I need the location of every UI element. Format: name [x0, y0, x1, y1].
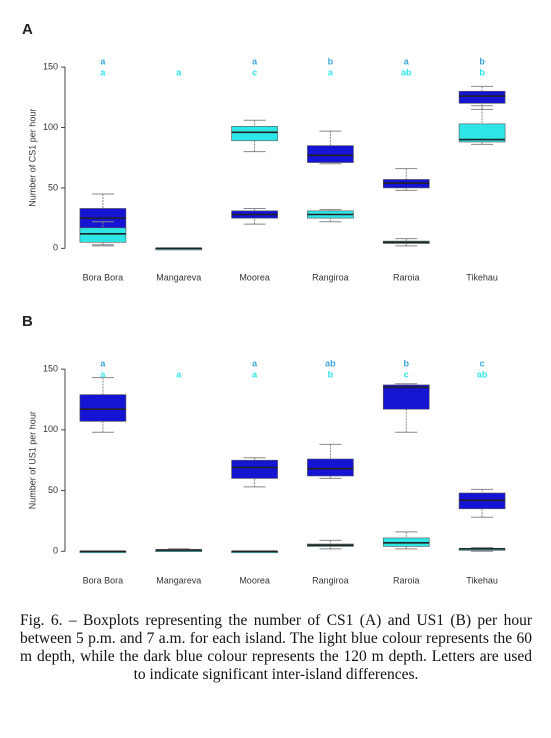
significance-letter: b: [479, 67, 485, 77]
x-tick-label: Bora Bora: [83, 575, 124, 585]
y-tick-label: 0: [53, 243, 58, 253]
significance-letter: ab: [401, 67, 412, 77]
x-tick-label: Tikehau: [466, 575, 498, 585]
x-tick-label: Mangareva: [156, 272, 201, 282]
y-tick-label: 100: [43, 424, 58, 434]
box: [307, 145, 354, 163]
significance-letter: a: [100, 369, 106, 379]
box: [458, 123, 506, 143]
x-tick-label: Tikehau: [466, 272, 498, 282]
box: [458, 90, 506, 104]
significance-letter: a: [100, 358, 106, 368]
x-tick-label: Rangiroa: [312, 575, 349, 585]
significance-letter: a: [404, 56, 410, 66]
figure: A Number of CS1 per hour 0 50 100 150 Bora Bor…: [22, 21, 506, 585]
x-tick-label: Raroia: [393, 272, 420, 282]
x-tick-label: Moorea: [239, 575, 270, 585]
y-tick-label: 0: [53, 546, 58, 556]
significance-letter: c: [480, 358, 485, 368]
significance-letter: a: [100, 67, 106, 77]
y-axis-label: Number of US1 per hour: [27, 411, 37, 509]
y-axis-label: Number of CS1 per hour: [27, 109, 37, 207]
y-tick-label: 150: [43, 61, 58, 71]
significance-letter: c: [404, 369, 409, 379]
x-tick-label: Rangiroa: [312, 272, 349, 282]
x-tick-label: Bora Bora: [83, 272, 124, 282]
y-tick-label: 100: [43, 122, 58, 132]
significance-letter: a: [252, 56, 258, 66]
significance-letter: ab: [477, 369, 488, 379]
x-tick-label: Mangareva: [156, 575, 201, 585]
x-tick-label: Moorea: [239, 272, 270, 282]
x-tick-label: Raroia: [393, 575, 420, 585]
significance-letter: ab: [325, 358, 336, 368]
significance-letter: b: [479, 56, 485, 66]
caption: Fig. 6. – Boxplots representing the numb…: [20, 612, 532, 683]
box: [79, 394, 127, 422]
y-tick-label: 50: [48, 485, 58, 495]
box: [231, 125, 278, 142]
panel-label: A: [22, 21, 33, 38]
y-tick-label: 50: [48, 182, 58, 192]
significance-letter: a: [176, 369, 182, 379]
significance-letter: a: [328, 67, 334, 77]
box: [79, 208, 127, 231]
significance-letter: b: [328, 369, 334, 379]
significance-letter: a: [252, 369, 258, 379]
panel-label: B: [22, 313, 33, 330]
significance-letter: a: [176, 67, 182, 77]
box: [79, 227, 127, 243]
box: [307, 458, 354, 477]
significance-letter: b: [328, 56, 334, 66]
box: [231, 459, 278, 479]
significance-letter: a: [252, 358, 258, 368]
significance-letter: b: [404, 358, 410, 368]
y-tick-label: 150: [43, 364, 58, 374]
significance-letter: a: [100, 56, 106, 66]
significance-letter: c: [252, 67, 257, 77]
box: [382, 384, 430, 410]
